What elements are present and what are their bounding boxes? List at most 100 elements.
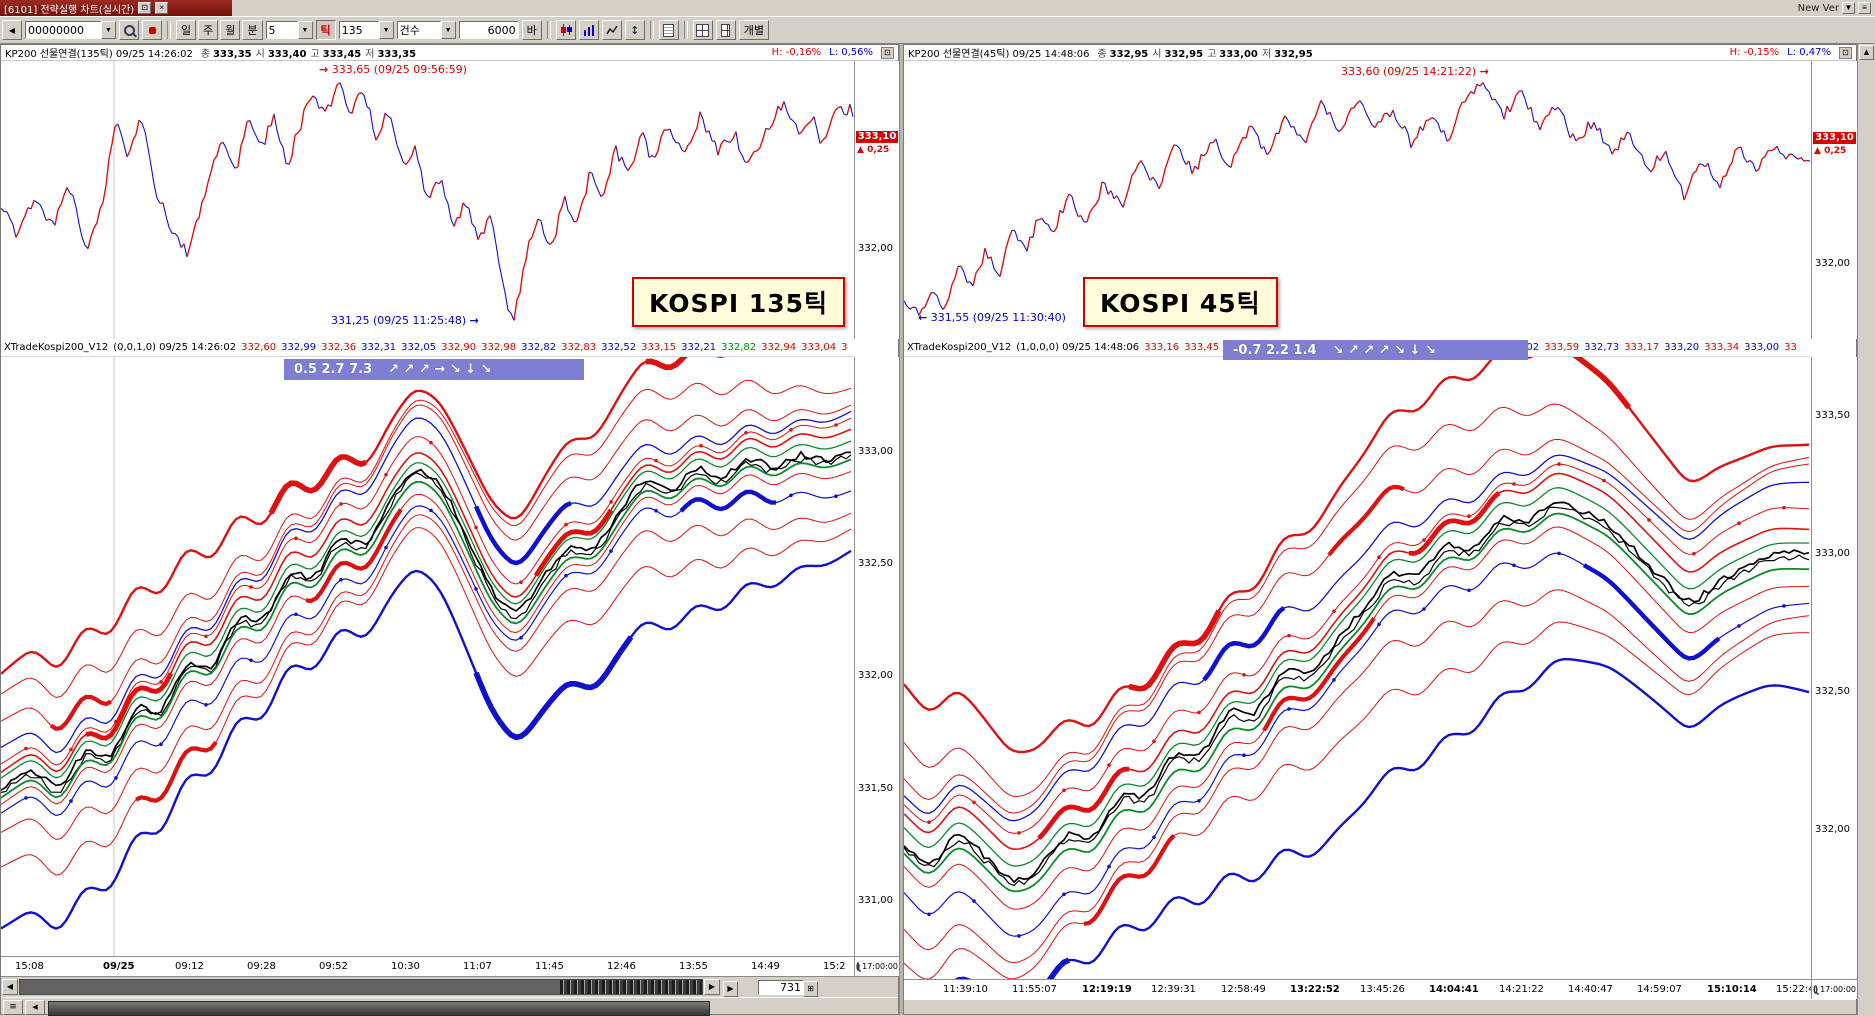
document-icon[interactable] bbox=[658, 20, 679, 40]
indicator-value: 332,31 bbox=[361, 342, 397, 353]
time-label: 12:39:31 bbox=[1151, 984, 1196, 995]
panel-maximize-button[interactable]: ⊡ bbox=[1839, 46, 1852, 59]
bar-button[interactable]: 바 bbox=[521, 20, 542, 40]
low-annotation: ← 331,55 (09/25 11:30:40) bbox=[918, 311, 1066, 324]
menu-icon[interactable]: ≡ bbox=[1858, 2, 1871, 14]
change-value: 0,25 bbox=[1824, 146, 1847, 156]
price-axis-label: 331,50 bbox=[858, 783, 893, 794]
zoom-icon[interactable] bbox=[856, 962, 860, 971]
scrollbar-minimap[interactable] bbox=[560, 980, 702, 994]
current-price: 333,10 bbox=[857, 131, 897, 142]
time-label: 11:55:07 bbox=[1012, 984, 1057, 995]
chart-scrollbar-row: ◀ ▶ ◀▶ ◀▶▶|⊕⊖⛶⊞ bbox=[1, 976, 898, 997]
updown-arrows-icon[interactable]: ↕ bbox=[624, 20, 645, 40]
docked-bar bbox=[48, 1001, 710, 1016]
scroll-right-button[interactable]: ▶ bbox=[704, 979, 720, 995]
axis-corner: 17:00:00 bbox=[1811, 979, 1857, 999]
time-label: 12:46 bbox=[607, 961, 636, 972]
toolbar-scroll-left-icon[interactable]: ◀ bbox=[2, 20, 22, 40]
indicator-value: 332,60 bbox=[241, 342, 277, 353]
version-dropdown-icon[interactable]: ▼ bbox=[1842, 2, 1855, 14]
nav-button[interactable]: ▶ bbox=[723, 981, 738, 997]
ohlc-fields: 종 332,95 시 332,95 고 333,00 저 332,95 bbox=[1097, 45, 1316, 60]
time-label: 15:08 bbox=[15, 961, 44, 972]
time-label: 09:28 bbox=[247, 961, 276, 972]
session-end-time: 17:00:00 bbox=[862, 962, 898, 971]
signal-overlay: 0.5 2.7 7.3 ↗ ↗ ↗ → ↘ ↓ ↘ bbox=[284, 359, 584, 380]
toolbar-period-button[interactable]: 주 bbox=[198, 20, 219, 40]
title-bar: [6101] 전략실행 차트(실시간) ⊡ × New Ver ▼ ≡ bbox=[0, 0, 1875, 17]
zoom-icon[interactable] bbox=[1813, 985, 1818, 994]
ohlc-fields: 종 333,35 시 333,40 고 333,45 저 333,35 bbox=[201, 45, 420, 60]
tick-count-input[interactable] bbox=[338, 21, 379, 39]
price-axis-label: 333,50 bbox=[1815, 410, 1850, 421]
search-button[interactable] bbox=[119, 20, 139, 40]
count-type-input[interactable] bbox=[396, 21, 441, 39]
tick-dropdown-icon[interactable]: ▼ bbox=[378, 21, 394, 39]
time-label: 14:59:07 bbox=[1637, 984, 1682, 995]
annotation-arrow-icon: → bbox=[319, 63, 329, 76]
symbol-dropdown-icon[interactable]: ▼ bbox=[101, 21, 116, 39]
window-title-area: [6101] 전략실행 차트(실시간) ⊡ × bbox=[0, 0, 232, 16]
window-close-button[interactable]: × bbox=[155, 2, 169, 14]
tick-chart-45[interactable] bbox=[904, 61, 1811, 339]
indicator-chart-45[interactable] bbox=[904, 357, 1811, 979]
bottom-strip bbox=[904, 999, 1856, 1014]
nav-button[interactable]: ⊞ bbox=[803, 981, 818, 997]
right-chart-header: KP200 선물연결(45틱) 09/25 14:48:06 종 332,95 시 3… bbox=[904, 45, 1856, 61]
resize-grip[interactable]: ≡ bbox=[3, 1000, 23, 1015]
time-label: 11:45 bbox=[535, 961, 564, 972]
minute-input[interactable] bbox=[265, 21, 298, 39]
indicator-params: (0,0,1,0) 09/25 14:26:02 bbox=[113, 342, 237, 353]
candlestick-chart-icon[interactable] bbox=[555, 20, 576, 40]
separator bbox=[546, 21, 551, 39]
separator bbox=[683, 21, 688, 39]
minute-dropdown-icon[interactable]: ▼ bbox=[297, 21, 313, 39]
count-value-input[interactable] bbox=[458, 21, 519, 39]
symbol-code-input[interactable] bbox=[25, 21, 101, 39]
high-annotation-text: 333,60 (09/25 14:21:22) bbox=[1341, 65, 1477, 78]
chart-label-box: KOSPI 45틱 bbox=[1083, 277, 1278, 327]
chart-title: KP200 선물연결(135틱) 09/25 14:26:02 bbox=[5, 49, 193, 60]
toolbar-period-button[interactable]: 분 bbox=[242, 20, 263, 40]
indicator-header: XTradeKospi200_V12 (0,0,1,0) 09/25 14:26… bbox=[1, 339, 854, 357]
price-change: ▲ 0,25 bbox=[857, 145, 889, 155]
tick-button[interactable]: 틱 bbox=[315, 20, 336, 40]
count-dropdown-icon[interactable]: ▼ bbox=[440, 21, 456, 39]
high-percent: H: -0,16% bbox=[771, 47, 822, 58]
low-annotation-text: 331,55 (09/25 11:30:40) bbox=[930, 311, 1066, 324]
ohlc-field: 저 332,95 bbox=[1261, 49, 1313, 60]
individual-button[interactable]: 개별 bbox=[738, 20, 769, 40]
toolbar-period-button[interactable]: 월 bbox=[220, 20, 241, 40]
price-axis-label: 332,50 bbox=[858, 558, 893, 569]
indicator-value: 333,45 bbox=[1184, 342, 1220, 353]
indicator-value: 333,34 bbox=[1704, 342, 1740, 353]
price-axis-label: 333,00 bbox=[1815, 548, 1850, 559]
line-chart-icon[interactable] bbox=[601, 20, 622, 40]
split-grid-icon[interactable] bbox=[715, 20, 736, 40]
bar-chart-icon[interactable] bbox=[578, 20, 599, 40]
toolbar-period-button[interactable]: 일 bbox=[176, 20, 197, 40]
ohlc-field: 저 333,35 bbox=[365, 49, 417, 60]
high-annotation: 333,60 (09/25 14:21:22) → bbox=[1341, 65, 1489, 78]
edge-collapse-button[interactable]: ▲ bbox=[1859, 45, 1874, 60]
grid-icon bbox=[696, 23, 710, 37]
scrollbar-track[interactable] bbox=[19, 979, 703, 995]
collapse-button[interactable]: ◀ bbox=[25, 1000, 45, 1015]
annotation-arrow-icon: ← bbox=[918, 311, 928, 324]
panel-maximize-button[interactable]: ⊡ bbox=[881, 46, 894, 59]
left-chart-panel: KP200 선물연결(135틱) 09/25 14:26:02 종 333,35 시… bbox=[0, 44, 899, 1016]
favorite-button[interactable] bbox=[142, 20, 162, 40]
time-label: 14:21:22 bbox=[1499, 984, 1544, 995]
indicator-value: 332,05 bbox=[401, 342, 437, 353]
scroll-left-button[interactable]: ◀ bbox=[2, 979, 18, 995]
high-percent: H: -0,15% bbox=[1729, 47, 1780, 58]
grid-icon[interactable] bbox=[692, 20, 713, 40]
change-value: 0,25 bbox=[867, 145, 890, 155]
right-edge-strip: ▲ bbox=[1857, 44, 1875, 1015]
bar-count-input[interactable] bbox=[758, 980, 804, 995]
time-label: 09/25 bbox=[103, 961, 135, 972]
indicator-chart-135[interactable] bbox=[1, 357, 854, 956]
window-restore-button[interactable]: ⊡ bbox=[138, 2, 152, 14]
